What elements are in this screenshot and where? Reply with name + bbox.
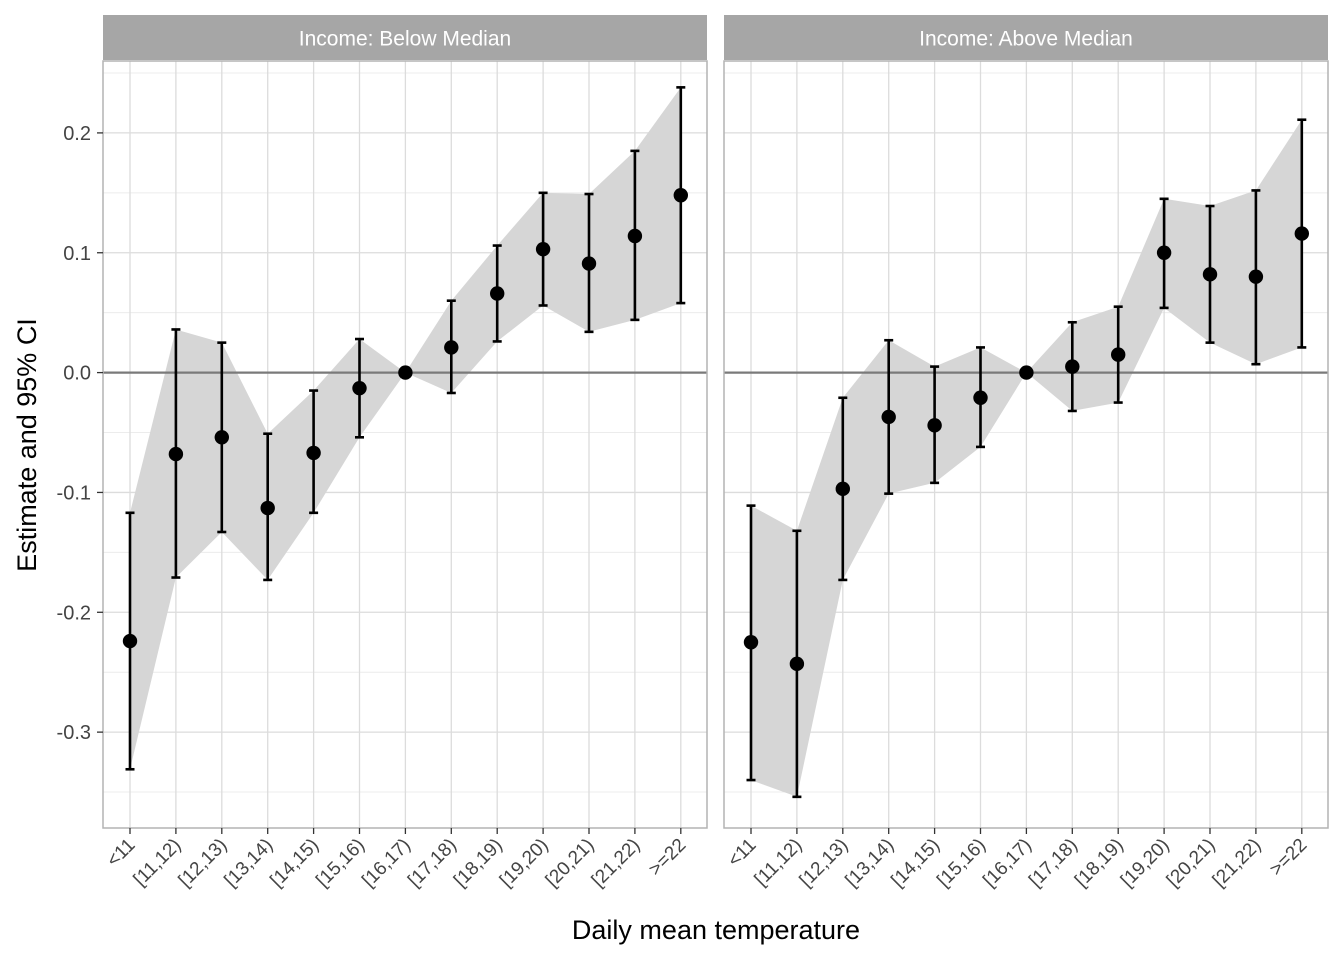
x-tick-label: [17,18) (404, 835, 461, 892)
x-tick-label: [14,15) (887, 835, 944, 892)
x-tick-label: [12,13) (796, 835, 853, 892)
x-tick-label: [19,20) (1117, 835, 1174, 892)
x-tick-label: [20,21) (542, 835, 599, 892)
x-axis-title: Daily mean temperature (572, 915, 860, 945)
x-tick-label: <11 (103, 835, 140, 872)
x-tick-label: [16,17) (358, 835, 415, 892)
x-tick-label: [13,14) (842, 835, 899, 892)
estimate-point (743, 635, 759, 650)
panel-2: Income: Above Median <11[11,12)[12,13)[13… (723, 15, 1329, 892)
estimate-point (1111, 347, 1126, 362)
x-tick-label: [18,19) (1071, 835, 1128, 892)
y-tick-label: -0.3 (57, 722, 91, 744)
estimate-point (214, 430, 229, 445)
estimate-point (490, 286, 505, 301)
y-tick-label: -0.2 (57, 602, 91, 624)
estimate-point (535, 241, 551, 257)
estimate-point (1248, 269, 1264, 284)
y-tick-label: 0.2 (63, 123, 91, 145)
y-tick-label: -0.1 (57, 482, 91, 504)
strip-label: Income: Above Median (919, 28, 1133, 51)
x-tick-label: [20,21) (1163, 835, 1220, 892)
estimate-point (673, 188, 688, 203)
estimate-point (789, 656, 805, 672)
estimate-point (927, 418, 942, 433)
y-tick-label: 0.1 (63, 243, 91, 265)
estimate-point (168, 446, 184, 462)
estimate-point (398, 365, 413, 380)
estimate-point (306, 445, 321, 461)
estimate-point (1019, 365, 1034, 380)
estimate-point (444, 340, 459, 355)
x-tick-label: <11 (724, 835, 761, 872)
y-axis-title: Estimate and 95% CI (12, 318, 42, 572)
estimate-point (1065, 359, 1080, 374)
estimate-point (881, 409, 896, 425)
x-tick-label: [21,22) (588, 835, 645, 892)
estimate-point (973, 390, 988, 405)
x-tick-label: [16,17) (979, 835, 1036, 892)
estimate-point (835, 481, 850, 497)
x-tick-label: [15,16) (312, 835, 369, 892)
estimate-point (581, 256, 597, 271)
x-tick-label: [15,16) (933, 835, 990, 892)
x-tick-label: [14,15) (266, 835, 323, 892)
x-tick-label: [11,12) (130, 835, 186, 891)
estimate-point (260, 500, 275, 516)
estimate-point (627, 228, 643, 244)
estimate-point (352, 380, 367, 396)
x-tick-label: >=22 (1266, 835, 1311, 880)
x-tick-label: [21,22) (1209, 835, 1266, 892)
x-tick-label: [17,18) (1025, 835, 1082, 892)
y-tick-label: 0.0 (63, 363, 91, 385)
estimate-point (1294, 226, 1310, 241)
x-tick-label: >=22 (645, 835, 690, 880)
estimate-point (1156, 245, 1172, 260)
estimate-point (1202, 267, 1218, 282)
estimate-point (122, 633, 138, 649)
x-tick-label: [13,14) (221, 835, 278, 892)
x-tick-label: [18,19) (450, 835, 507, 892)
x-tick-label: [19,20) (496, 835, 553, 892)
panel-1: Income: Below Median <11[11,12)[12,13)[13… (57, 15, 708, 892)
strip-header (724, 15, 1328, 60)
strip-header (103, 15, 707, 60)
panels: Income: Below Median<11[11,12)[12,13)[13… (57, 15, 1329, 892)
strip-label: Income: Below Median (299, 28, 511, 51)
x-tick-label: [11,12) (751, 835, 807, 891)
x-tick-label: [12,13) (175, 835, 232, 892)
